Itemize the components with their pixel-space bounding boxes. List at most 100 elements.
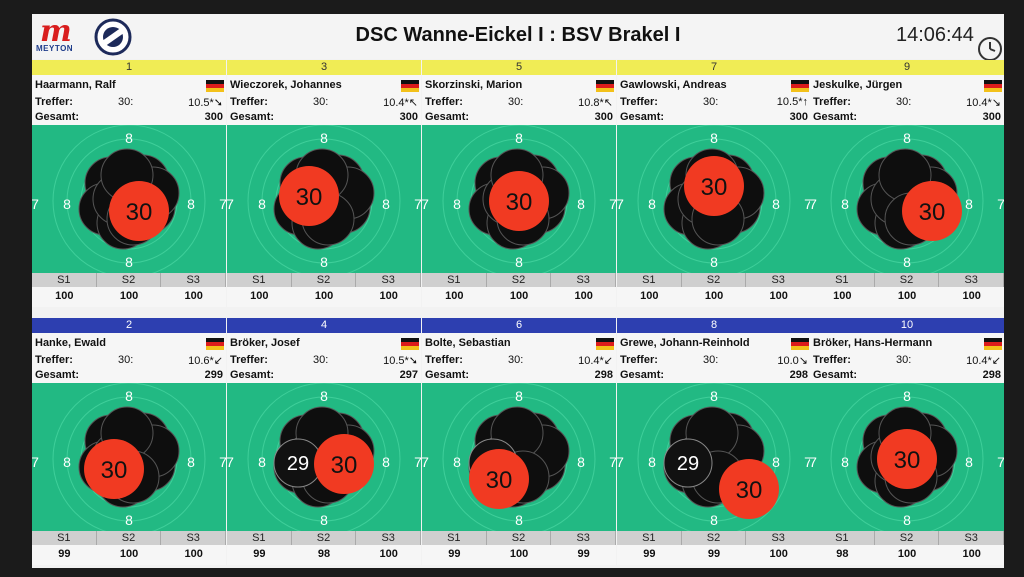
series-header-s2: S2 xyxy=(875,273,940,287)
ring-number: 7 xyxy=(219,196,226,212)
series-value-s1: 99 xyxy=(58,548,71,560)
last-shot-score: 10.6*↙ xyxy=(188,355,223,367)
lane-number: 8 xyxy=(617,318,811,333)
ring-number: 8 xyxy=(965,454,973,470)
ring-number: 7 xyxy=(609,196,616,212)
ring-number: 7 xyxy=(997,196,1004,212)
ring-number: 8 xyxy=(453,196,461,212)
ring-number: 8 xyxy=(258,454,266,470)
ring-number: 8 xyxy=(772,196,780,212)
ring-number: 7 xyxy=(997,454,1004,470)
ring-number: 7 xyxy=(414,196,421,212)
target-ring xyxy=(456,396,582,522)
target-ring xyxy=(651,138,777,264)
series-header-s2: S2 xyxy=(875,531,940,545)
target-ring xyxy=(442,125,596,273)
series-header-s3: S3 xyxy=(551,531,617,545)
series-value-s1: 99 xyxy=(643,548,656,560)
target-ring xyxy=(830,125,984,273)
last-shot-marker xyxy=(279,166,339,226)
ring-number: 8 xyxy=(187,454,195,470)
last-shot-marker xyxy=(877,429,937,489)
series-value-s2: 100 xyxy=(119,548,139,560)
treffer-label: Treffer: xyxy=(620,96,658,108)
gesamt-value: 297 xyxy=(399,369,418,381)
ring-number: 8 xyxy=(453,454,461,470)
ring-number: 8 xyxy=(903,512,911,528)
target-area: 8 8 8 8 7 7 29 30 xyxy=(227,383,421,531)
gesamt-label: Gesamt: xyxy=(620,111,665,123)
last-shot-score: 10.8*↖ xyxy=(578,97,613,109)
series-table: S1 S2 S3 100 100 100 xyxy=(227,273,422,307)
lane-panel-8: 8 Grewe, Johann-Reinhold Treffer: 30: 10… xyxy=(617,318,812,565)
ring-number: 8 xyxy=(125,130,133,146)
lane-number: 1 xyxy=(32,60,226,75)
last-shot-value: 30 xyxy=(736,477,763,504)
ring-number: 7 xyxy=(804,196,811,212)
ring-number: 8 xyxy=(125,254,133,270)
ring-number: 8 xyxy=(187,196,195,212)
meyton-logo: m MEYTON xyxy=(36,14,80,56)
top-bar: m MEYTON DSC Wanne-Eickel I : BSV Brakel… xyxy=(32,14,1004,61)
target-area: 8 8 8 8 7 7 30 xyxy=(227,125,421,273)
series-value-s2: 100 xyxy=(119,290,139,302)
german-flag-icon xyxy=(984,80,1002,92)
meyton-logo-text: MEYTON xyxy=(36,44,74,53)
lane-panel-6: 6 Bolte, Sebastian Treffer: 30: 10.4*↙ G… xyxy=(422,318,617,565)
ring-number: 7 xyxy=(32,196,39,212)
target-ring xyxy=(261,138,387,264)
ring-number: 8 xyxy=(648,196,656,212)
gesamt-label: Gesamt: xyxy=(230,111,275,123)
last-shot-marker xyxy=(489,171,549,231)
treffer-count: 30: xyxy=(118,96,134,108)
series-header-s2: S2 xyxy=(292,531,357,545)
gesamt-label: Gesamt: xyxy=(35,111,80,123)
ring-number: 7 xyxy=(617,454,624,470)
series-value-s3: 100 xyxy=(769,290,788,302)
series-header-s3: S3 xyxy=(161,273,227,287)
shooter-info: Grewe, Johann-Reinhold Treffer: 30: 10.0… xyxy=(617,333,811,383)
series-value-s1: 98 xyxy=(836,548,849,560)
ring-number: 8 xyxy=(320,388,328,404)
last-shot-value: 30 xyxy=(894,447,921,474)
shooter-info: Haarmann, Ralf Treffer: 30: 10.5*➘ Gesam… xyxy=(32,75,226,125)
gesamt-value: 300 xyxy=(204,111,223,123)
lane-number: 7 xyxy=(617,60,811,75)
series-header-s1: S1 xyxy=(32,273,97,287)
shooter-info: Wieczorek, Johannes Treffer: 30: 10.4*↖ … xyxy=(227,75,421,125)
series-table: S1 S2 S3 98 100 100 xyxy=(810,531,1004,565)
target-area: 8 8 8 8 7 7 30 xyxy=(422,125,616,273)
series-header-s2: S2 xyxy=(487,531,552,545)
ring-number: 8 xyxy=(515,512,523,528)
shooting-target: 8 8 8 8 7 7 30 xyxy=(32,383,226,531)
ring-number: 7 xyxy=(422,454,429,470)
series-value-s3: 99 xyxy=(577,548,590,560)
target-area: 8 8 8 8 7 7 30 xyxy=(617,125,811,273)
ring-number: 7 xyxy=(227,196,234,212)
treffer-label: Treffer: xyxy=(813,354,851,366)
shooter-name: Jeskulke, Jürgen xyxy=(813,79,903,91)
gesamt-value: 300 xyxy=(594,111,613,123)
previous-shot xyxy=(663,438,713,488)
shooter-name: Wieczorek, Johannes xyxy=(230,79,342,91)
series-value-s1: 100 xyxy=(445,290,464,302)
last-shot-value: 30 xyxy=(296,184,323,211)
last-shot-value: 30 xyxy=(486,467,513,494)
target-ring xyxy=(247,125,401,273)
treffer-count: 30: xyxy=(703,96,719,108)
last-shot-value: 30 xyxy=(506,189,533,216)
ring-number: 7 xyxy=(810,196,817,212)
ring-number: 8 xyxy=(515,388,523,404)
treffer-count: 30: xyxy=(118,354,134,366)
series-value-s3: 100 xyxy=(184,290,203,302)
series-header-s1: S1 xyxy=(227,531,292,545)
series-header-s2: S2 xyxy=(487,273,552,287)
target-area: 8 8 8 8 7 7 30 xyxy=(810,383,1004,531)
shooting-target: 8 8 8 8 7 7 30 xyxy=(810,125,1004,273)
series-value-s2: 98 xyxy=(317,548,331,560)
ring-number: 8 xyxy=(63,196,71,212)
series-value-s1: 99 xyxy=(448,548,461,560)
